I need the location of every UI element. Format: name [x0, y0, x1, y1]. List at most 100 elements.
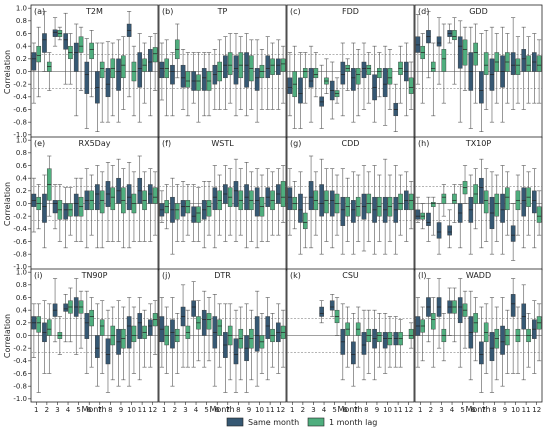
panel-wstl-lag-month-10: [259, 174, 265, 242]
panel-fdd-lag-month-4: [324, 58, 329, 94]
panel-rx5day-letter: (e): [34, 139, 45, 148]
panel-wstl-lag-month-9: [249, 171, 254, 242]
panel-dtr-same-month-4: [191, 281, 196, 368]
panel-t2m-lag-month-11: [142, 42, 147, 104]
panel-wadd-xtick-label: 9: [503, 406, 507, 414]
panel-wstl-lag-month-5: [206, 181, 212, 236]
panel-csu-same-month-4: [319, 300, 324, 324]
panel-tn90p-lag-month-10-box: [131, 325, 137, 343]
panel-t2m-same-month-10: [126, 11, 132, 98]
panel-rx5day-lag-month-6: [89, 174, 94, 236]
panel-tn90p-same-month-10: [126, 297, 132, 387]
panel-fdd-lag-month-5: [334, 77, 340, 104]
panel-wstl-same-month-2: [170, 177, 175, 255]
legend-swatch-same-month: [226, 417, 244, 427]
panel-tn90p-same-month-10-box: [126, 316, 132, 349]
panel-gdd-same-month-11-box: [521, 49, 527, 72]
panel-wstl-lag-month-12: [280, 165, 286, 223]
panel-dtr-same-month-9: [244, 303, 249, 393]
panel-cdd-lag-month-11: [398, 174, 403, 236]
panel-gdd-lag-month-7: [483, 30, 489, 110]
panel-dtr-same-month-2: [170, 297, 175, 387]
panel-tn90p-same-month-2: [42, 300, 47, 374]
panel-t2m-same-month-9: [116, 39, 121, 123]
panel-dtr-same-month-8: [233, 309, 239, 393]
panel-tp-same-month-11: [265, 36, 271, 110]
panel-csu-same-month-7-box: [351, 341, 356, 365]
panel-rx5day-ytick-label: -1.0: [13, 263, 27, 271]
panel-wstl-same-month-9: [244, 162, 249, 249]
panel-tp-lag-month-11: [270, 42, 275, 110]
panel-cdd-same-month-2-box: [298, 193, 303, 223]
panel-rx5day-same-month-7-box: [95, 184, 100, 211]
panel-t2m-same-month-4: [63, 12, 68, 85]
panel-wadd-lag-month-7: [483, 303, 489, 374]
panel-tp-lag-month-12-box: [280, 58, 286, 72]
x-axis-label-col-4: Month: [465, 405, 490, 414]
panel-rx5day-same-month-2-box: [42, 193, 47, 223]
panel-tn90p-ytick-label: 1.0: [16, 269, 27, 277]
panel-t2m-same-month-1: [31, 42, 37, 104]
panel-csu-same-month-10: [382, 313, 388, 374]
panel-rx5day-same-month-5-box: [73, 193, 79, 217]
panel-rx5day: (e) RX5Day 1.0 0.8 0.6 0.4 0.2 0.0 -0.2 -0.4 -0.6 -…: [13, 137, 159, 271]
panel-t2m-lag-month-9-box: [121, 55, 126, 79]
panel-rx5day-lag-month-9: [121, 168, 126, 249]
panel-rx5day-same-month-3-box: [52, 200, 58, 214]
panel-dtr-lag-month-12: [280, 309, 286, 368]
panel-rx5day-ytick-label: -0.8: [13, 251, 27, 259]
panel-tn90p-same-month-6-box: [84, 313, 90, 339]
panel-wadd-lag-month-12: [536, 303, 542, 362]
panel-rx5day-same-month-12: [148, 168, 153, 242]
panel-tn90p-lag-month-12: [152, 300, 158, 355]
panel-wstl-same-month-1: [159, 190, 165, 223]
panel-tn90p-xtick-label: 6: [87, 406, 92, 414]
panel-tx10p-same-month-8: [489, 171, 495, 255]
panel-wstl-same-month-5: [201, 181, 207, 249]
panel-wadd-lag-month-9-box: [505, 328, 510, 346]
panel-wstl-lag-month-1: [164, 184, 169, 230]
legend: Same month 1 month lag: [226, 417, 377, 427]
panel-gdd-same-month-3: [436, 17, 442, 85]
panel-rx5day-ytick-label: 0.2: [16, 187, 27, 195]
panel-tp-same-month-7: [223, 36, 228, 110]
panel-dtr-xtick-label: 8: [236, 406, 240, 414]
panel-wadd-xtick-label: 6: [471, 406, 476, 414]
panel-tp-same-month-3-box: [180, 64, 186, 88]
panel-wadd-xtick-label: 1: [418, 406, 422, 414]
y-axis-label-row-2: Correlation: [3, 182, 12, 226]
panel-wadd-xtick-label: 5: [460, 406, 464, 414]
y-axis-label-row-3: Correlation: [3, 314, 12, 358]
panel-tp-same-month-12-box: [276, 58, 281, 75]
panel-tn90p-xtick-label: 3: [55, 406, 59, 414]
panel-tp-same-month-9-box: [244, 52, 249, 88]
panel-cdd-same-month-8: [361, 165, 367, 252]
panel-tn90p-same-month-7-box: [95, 335, 100, 358]
panel-fdd-same-month-3: [308, 45, 314, 123]
panel-csu-xtick-label: 10: [383, 406, 392, 414]
panel-cdd-lag-month-2-box: [302, 212, 308, 230]
panel-t2m-lag-month-2: [46, 52, 52, 91]
panel-tn90p-lag-month-10: [131, 306, 137, 374]
panel-tp-lag-month-2: [174, 23, 180, 79]
panel-tx10p-lag-month-9-box: [505, 187, 510, 211]
panel-fdd-lag-month-2-box: [302, 68, 308, 79]
panel-tp-same-month-10-box: [254, 68, 260, 91]
panel-csu-xtick-label: 1: [290, 406, 294, 414]
panel-csu-lag-month-5: [334, 297, 340, 336]
panel-cdd-lag-month-12: [408, 181, 414, 230]
panel-cdd-same-month-2: [298, 171, 303, 255]
panel-wadd-same-month-3: [436, 278, 442, 349]
panel-tx10p-lag-month-12-box: [536, 206, 542, 223]
panel-tx10p-letter: (h): [418, 139, 429, 148]
panel-fdd-lag-month-3: [313, 52, 319, 98]
panel-wadd-same-month-6: [468, 290, 474, 381]
panel-wadd-same-month-9-box: [500, 325, 505, 355]
panel-t2m-ytick-label: -1.0: [13, 131, 27, 139]
panel-tx10p-same-month-12-box: [532, 190, 537, 214]
panel-tx10p-same-month-11: [521, 165, 527, 249]
panel-fdd-lag-month-8-box: [366, 64, 372, 75]
panel-cdd-lag-month-4: [324, 168, 329, 242]
panel-dtr-lag-month-2: [174, 313, 180, 374]
panel-dtr-same-month-5-box: [201, 309, 207, 336]
